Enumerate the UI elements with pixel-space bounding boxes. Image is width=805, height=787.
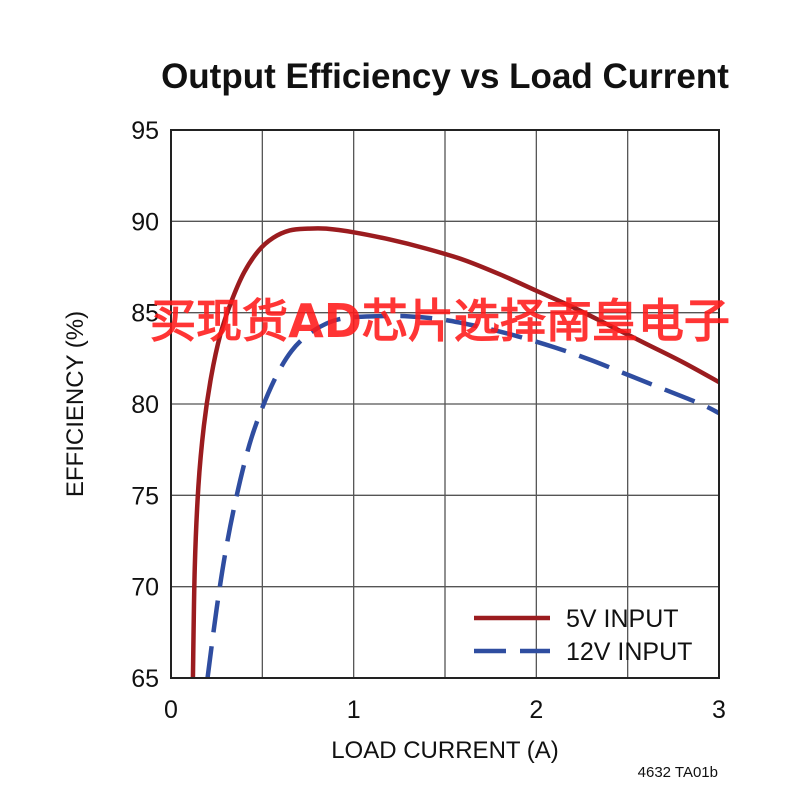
x-tick-label: 0: [164, 696, 178, 724]
x-axis-label: LOAD CURRENT (A): [331, 737, 559, 764]
data-series: [190, 226, 719, 678]
legend: 5V INPUT 12V INPUT: [474, 605, 692, 666]
y-axis-label: EFFICIENCY (%): [62, 311, 89, 497]
tick-labels: 0 1 2 3 65 70 75 80 85 90 95: [131, 117, 726, 724]
y-tick-label: 80: [131, 391, 159, 419]
series-line-5v-input: [190, 226, 719, 678]
x-tick-label: 3: [712, 696, 726, 724]
legend-label-12v-input: 12V INPUT: [566, 638, 692, 666]
plot-frame: [170, 129, 720, 679]
legend-label-5v-input: 5V INPUT: [566, 605, 679, 633]
y-tick-label: 70: [131, 574, 159, 602]
x-tick-label: 2: [529, 696, 543, 724]
figure-code: 4632 TA01b: [638, 764, 718, 781]
watermark-text: 买现货AD芯片选择南皇电子: [150, 294, 730, 348]
chart-title: Output Efficiency vs Load Current: [161, 57, 729, 96]
y-tick-label: 95: [131, 117, 159, 145]
y-tick-label: 65: [131, 665, 159, 693]
series-line-12v-input: [205, 313, 719, 678]
y-tick-label: 90: [131, 208, 159, 236]
y-tick-label: 85: [131, 300, 159, 328]
x-tick-label: 1: [347, 696, 361, 724]
grid-lines: [171, 130, 719, 678]
y-tick-label: 75: [131, 482, 159, 510]
